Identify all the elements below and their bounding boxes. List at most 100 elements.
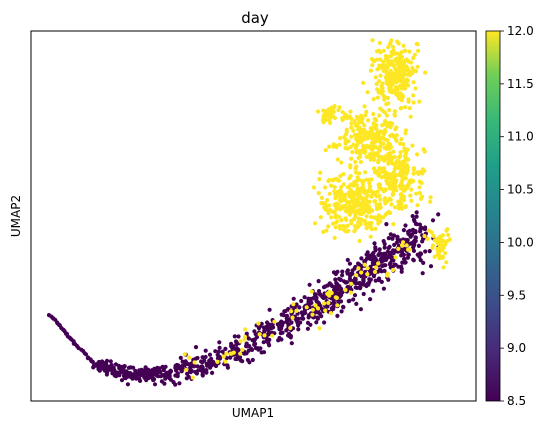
point-day-8-5 <box>262 329 266 333</box>
point-day-8-5 <box>383 246 387 250</box>
point-day-12 <box>397 206 401 210</box>
point-day-12 <box>349 121 353 125</box>
point-day-12 <box>408 194 412 198</box>
point-day-12 <box>378 206 382 210</box>
point-day-8-5 <box>368 297 372 301</box>
point-day-12 <box>381 82 385 86</box>
point-day-8-5 <box>339 299 343 303</box>
point-day-12 <box>410 144 414 148</box>
point-day-12 <box>406 68 410 72</box>
point-day-8-5 <box>290 341 294 345</box>
point-day-12 <box>316 306 320 310</box>
point-day-8-5 <box>332 270 336 274</box>
point-day-8-5 <box>221 350 225 354</box>
point-day-12 <box>391 184 395 188</box>
point-day-8-5 <box>204 355 208 359</box>
colorbar-ticks: 8.59.09.510.010.511.011.512.0 <box>500 24 534 408</box>
point-day-12 <box>405 185 409 189</box>
point-day-12 <box>395 40 399 44</box>
point-day-12 <box>396 247 400 251</box>
point-day-12 <box>327 203 331 207</box>
point-day-12 <box>394 255 398 259</box>
point-day-12 <box>359 132 363 136</box>
point-day-12 <box>386 272 390 276</box>
point-day-12 <box>378 41 382 45</box>
point-day-12 <box>408 73 412 77</box>
point-day-12 <box>362 123 366 127</box>
point-day-12 <box>347 185 351 189</box>
point-day-12 <box>183 352 187 356</box>
point-day-12 <box>446 233 450 237</box>
point-day-12 <box>349 135 353 139</box>
point-day-12 <box>369 235 373 239</box>
point-day-8-5 <box>216 353 220 357</box>
point-day-8-5 <box>421 261 425 265</box>
point-day-12 <box>376 131 380 135</box>
point-day-12 <box>317 191 321 195</box>
point-day-12 <box>344 216 348 220</box>
point-day-8-5 <box>174 364 178 368</box>
point-day-12 <box>414 192 418 196</box>
point-day-8-5 <box>133 373 137 377</box>
point-day-12 <box>382 94 386 98</box>
point-day-12 <box>417 100 421 104</box>
point-day-12 <box>443 242 447 246</box>
point-day-12 <box>408 106 412 110</box>
point-day-12 <box>329 215 333 219</box>
point-day-12 <box>291 302 295 306</box>
point-day-8-5 <box>408 233 412 237</box>
point-day-12 <box>346 146 350 150</box>
point-day-12 <box>391 222 395 226</box>
point-day-12 <box>393 155 397 159</box>
point-day-12 <box>401 194 405 198</box>
point-day-12 <box>322 301 326 305</box>
point-day-12 <box>330 113 334 117</box>
point-day-12 <box>415 42 419 46</box>
point-day-12 <box>339 190 343 194</box>
point-day-8-5 <box>138 370 142 374</box>
point-day-12 <box>320 196 324 200</box>
point-day-12 <box>361 199 365 203</box>
point-day-12 <box>368 155 372 159</box>
point-day-8-5 <box>125 370 129 374</box>
point-day-8-5 <box>382 287 386 291</box>
point-day-8-5 <box>345 271 349 275</box>
point-day-12 <box>409 188 413 192</box>
point-day-8-5 <box>413 229 417 233</box>
point-day-12 <box>363 263 367 267</box>
point-day-8-5 <box>347 299 351 303</box>
point-day-8-5 <box>341 305 345 309</box>
point-day-12 <box>272 320 276 324</box>
point-day-8-5 <box>124 376 128 380</box>
point-day-12 <box>440 243 444 247</box>
point-day-8-5 <box>312 295 316 299</box>
point-day-12 <box>360 218 364 222</box>
point-day-8-5 <box>299 299 303 303</box>
point-day-12 <box>356 187 360 191</box>
point-day-8-5 <box>250 338 254 342</box>
point-day-12 <box>400 185 404 189</box>
point-day-8-5 <box>380 269 384 273</box>
point-day-8-5 <box>384 222 388 226</box>
point-day-8-5 <box>184 361 188 365</box>
point-day-12 <box>381 135 385 139</box>
point-day-12 <box>338 136 342 140</box>
point-day-12 <box>391 268 395 272</box>
point-day-12 <box>383 196 387 200</box>
point-day-12 <box>405 172 409 176</box>
point-day-8-5 <box>337 277 341 281</box>
point-day-8-5 <box>162 366 166 370</box>
point-day-12 <box>397 155 401 159</box>
point-day-8-5 <box>204 349 208 353</box>
point-day-12 <box>341 110 345 114</box>
point-day-12 <box>357 121 361 125</box>
point-day-8-5 <box>316 317 320 321</box>
point-day-12 <box>370 38 374 42</box>
point-day-12 <box>406 248 410 252</box>
point-day-12 <box>394 137 398 141</box>
point-day-8-5 <box>351 297 355 301</box>
point-day-12 <box>377 64 381 68</box>
point-day-8-5 <box>233 334 237 338</box>
point-day-12 <box>415 203 419 207</box>
point-day-12 <box>412 80 416 84</box>
